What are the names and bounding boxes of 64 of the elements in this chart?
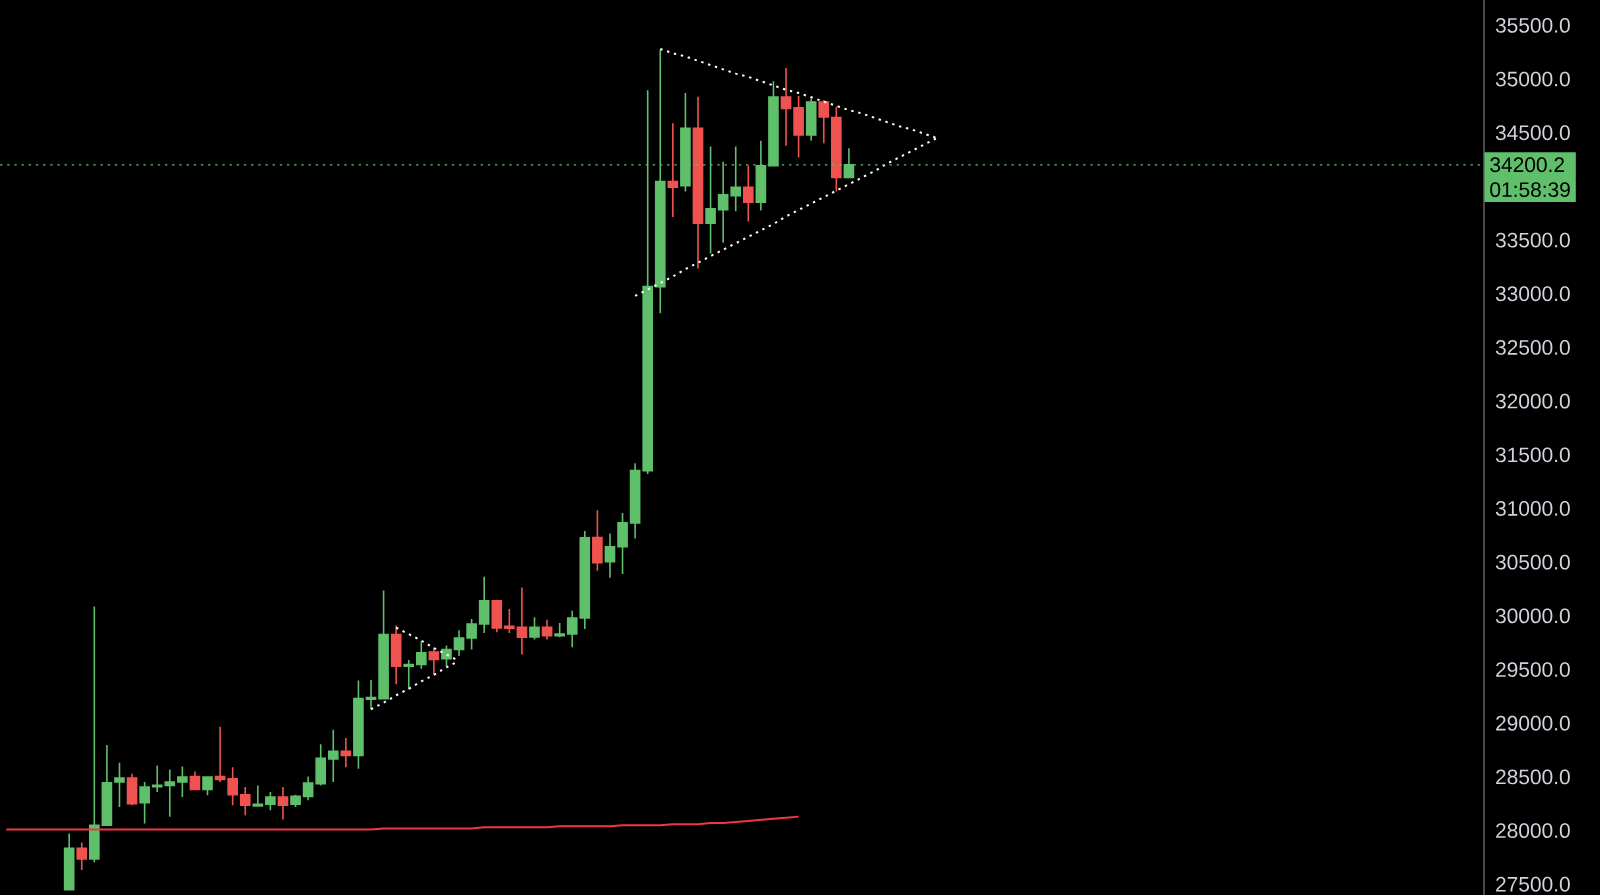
- candlestick: [315, 743, 327, 787]
- y-tick-label: 35500.0: [1495, 17, 1570, 33]
- candlestick: [302, 775, 314, 802]
- candlestick: [139, 781, 150, 825]
- candlestick: [441, 644, 452, 667]
- candlestick: [466, 618, 477, 651]
- candlestick: [189, 770, 201, 792]
- candlestick: [227, 766, 238, 807]
- candlestick: [265, 791, 276, 812]
- y-tick-label: 29500.0: [1496, 662, 1570, 677]
- y-tick-label: 34500.0: [1495, 125, 1570, 141]
- candlestick: [742, 164, 754, 223]
- candlestick: [805, 97, 817, 142]
- candlestick: [177, 765, 188, 798]
- y-tick-label: 33500.0: [1495, 232, 1570, 248]
- candlestick: [214, 725, 226, 783]
- candlestick: [252, 784, 264, 808]
- candlestick: [604, 532, 616, 579]
- candlestick: [101, 744, 113, 827]
- candlestick: [478, 575, 490, 634]
- candlestick: [290, 793, 301, 808]
- candlestick: [831, 105, 842, 193]
- candlestick: [63, 832, 75, 891]
- ref-line-label: 34200.2: [1490, 157, 1564, 173]
- candlestick: [239, 786, 251, 817]
- y-tick-label: 32500.0: [1495, 340, 1570, 355]
- y-tick-label: 33000.0: [1495, 286, 1570, 302]
- candlestick: [516, 586, 528, 656]
- candlestick: [629, 462, 641, 540]
- y-tick-label: 28500.0: [1496, 769, 1570, 785]
- candlestick: [390, 624, 402, 686]
- candlestick: [353, 679, 364, 770]
- y-tick-label: 27500.0: [1496, 876, 1570, 892]
- candlestick: [403, 659, 415, 691]
- candlestick: [617, 512, 628, 575]
- y-tick-label: 28000.0: [1496, 823, 1570, 838]
- candlestick: [340, 737, 352, 768]
- candlestick: [529, 616, 540, 641]
- y-tick-label: 31500.0: [1495, 447, 1570, 463]
- candlestick: [202, 775, 213, 797]
- candlestick: [818, 99, 830, 145]
- y-tick-label: 31000.0: [1495, 501, 1570, 516]
- candlestick: [277, 786, 289, 821]
- y-tick-label: 35000.0: [1495, 71, 1570, 87]
- candlestick: [378, 589, 389, 700]
- candlestick: [780, 67, 792, 147]
- y-tick-label: 30500.0: [1495, 554, 1570, 570]
- candlestick: [793, 95, 804, 159]
- candlestick: [76, 841, 88, 871]
- candlestick: [453, 629, 465, 657]
- y-tick-label: 29000.0: [1496, 715, 1570, 731]
- candlestick: [365, 679, 377, 710]
- text: 01:58:39: [1490, 182, 1570, 198]
- candlestick: [126, 772, 138, 807]
- y-tick-label: 32000.0: [1495, 393, 1570, 409]
- candlestick: [428, 647, 440, 676]
- candlestick: [692, 96, 704, 270]
- candlestick: [667, 122, 679, 218]
- candlestick: [415, 640, 427, 670]
- candlestick: [327, 728, 339, 783]
- candlestick: [541, 618, 553, 641]
- y-tick-label: 30000.0: [1495, 608, 1570, 624]
- candlestick: [592, 509, 603, 572]
- candlestick: [491, 599, 503, 634]
